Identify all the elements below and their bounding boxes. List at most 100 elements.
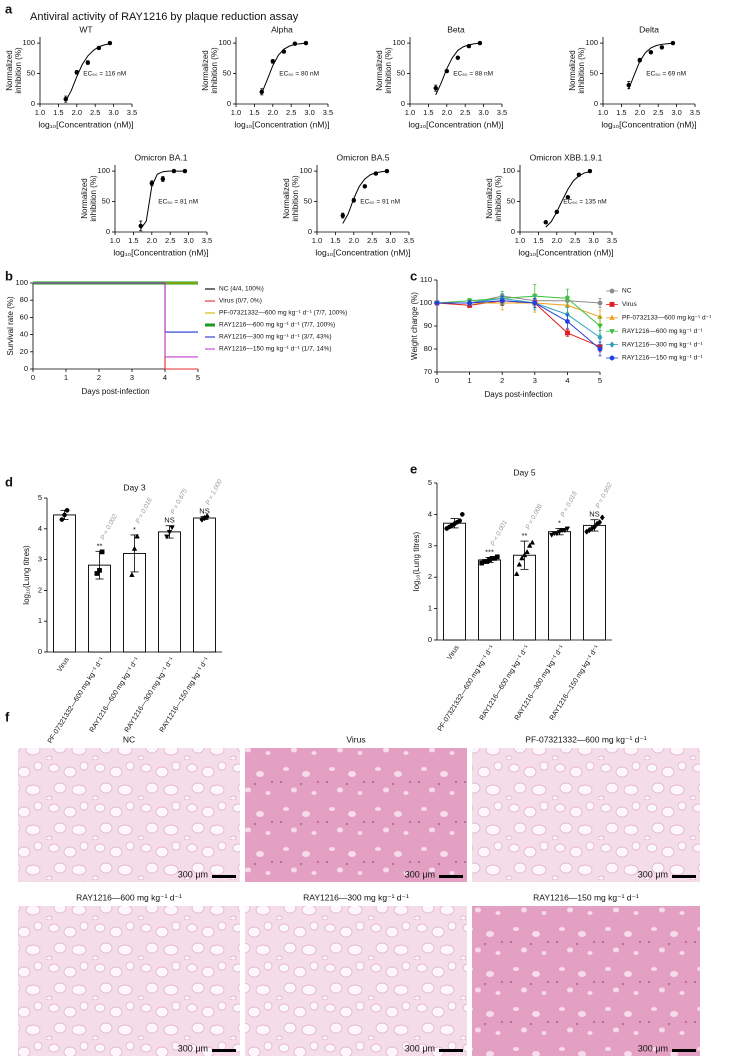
- data-point: [532, 300, 538, 306]
- data-point: [444, 68, 450, 74]
- data-point: [513, 571, 520, 576]
- significance-label: NS: [199, 506, 209, 515]
- data-point: [164, 534, 170, 540]
- panel-label: d: [5, 474, 13, 489]
- x-tick-label: 1.0: [35, 108, 45, 117]
- p-value-label: P = 0.002: [100, 513, 119, 541]
- scale-bar-label: 300 μm: [178, 1043, 208, 1053]
- histology-image: [472, 748, 700, 882]
- data-point: [519, 555, 525, 561]
- x-tick-label: 1.5: [53, 108, 63, 117]
- x-tick-label: 3.5: [404, 236, 414, 245]
- y-tick-label: 50: [590, 69, 598, 78]
- legend-label: NC: [622, 288, 632, 295]
- x-tick-label: 1.5: [616, 108, 626, 117]
- data-point: [292, 41, 298, 46]
- fit-curve: [140, 170, 185, 230]
- bar: [193, 517, 216, 653]
- x-tick-label: 2.5: [286, 108, 296, 117]
- chart-title: Alpha: [271, 24, 293, 34]
- y-tick-label: 5: [428, 478, 432, 487]
- data-point: [459, 512, 465, 517]
- annotation: EC₅₀ = 88 nM: [453, 71, 493, 78]
- y-tick-label: 2: [428, 572, 432, 581]
- y-tick-label: 5: [38, 493, 42, 502]
- p-value-label: P = 1.000: [205, 478, 224, 506]
- data-point: [597, 334, 603, 341]
- legend-label: RAY1216—300 mg kg⁻¹ d⁻¹: [622, 341, 704, 348]
- annotation: EC₅₀ = 116 nM: [83, 71, 126, 78]
- fit-curve: [435, 42, 480, 96]
- data-point: [499, 298, 505, 304]
- histology-image: [18, 906, 240, 1056]
- data-point: [85, 60, 91, 65]
- y-axis-label-line: Normalized: [568, 50, 577, 90]
- data-point: [149, 181, 155, 186]
- data-point: [576, 172, 582, 177]
- data-point: [373, 171, 379, 176]
- y-tick-label: 100: [419, 298, 432, 307]
- chart-title: Omicron BA.1: [135, 152, 188, 162]
- p-value-label: P = 0.008: [525, 503, 544, 531]
- scale-bar: [439, 1049, 463, 1052]
- x-tick-label: 1.5: [533, 236, 543, 245]
- fit-curve: [628, 42, 673, 89]
- y-tick-label: 50: [27, 69, 35, 78]
- significance-label: **: [522, 531, 528, 540]
- significance-label: *: [133, 525, 136, 534]
- x-tick-label: 2.0: [552, 236, 562, 245]
- x-axis-label: log₁₀[Concentration (nM)]: [234, 119, 329, 129]
- legend-marker: [609, 329, 615, 335]
- annotation: EC₅₀ = 135 nM: [563, 199, 606, 206]
- y-axis-label-line: Normalized: [375, 50, 384, 90]
- panel-label: a: [5, 1, 13, 16]
- scale-bar-label: 300 μm: [178, 869, 208, 879]
- fit-curve: [342, 170, 387, 224]
- data-point: [543, 220, 549, 225]
- y-tick-label: 40: [20, 330, 28, 339]
- y-axis-label-line: inhibition (%): [89, 175, 98, 222]
- y-tick-label: 100: [299, 166, 312, 175]
- y-axis-label-line: Normalized: [282, 178, 291, 218]
- data-point: [129, 571, 135, 577]
- x-tick-label: 2: [500, 376, 504, 385]
- data-point: [171, 168, 177, 174]
- legend-label: PF-07321332—600 mg kg⁻¹ d⁻¹ (7/7, 100%): [219, 310, 347, 317]
- x-tick-label: 5: [598, 376, 602, 385]
- y-tick-label: 100: [22, 38, 35, 47]
- data-point: [554, 209, 560, 215]
- weight-line: [436, 300, 601, 348]
- data-point: [455, 55, 461, 60]
- p-value-label: P = 0.992: [595, 481, 614, 509]
- y-tick-label: 0: [38, 647, 42, 656]
- x-tick-label: 2.5: [570, 236, 580, 245]
- image-label: NC: [123, 734, 135, 744]
- data-point: [160, 176, 166, 182]
- x-tick-label: Virus: [446, 644, 461, 662]
- significance-label: ***: [485, 547, 494, 556]
- data-point: [204, 513, 210, 520]
- y-tick-label: 0: [227, 99, 231, 108]
- y-tick-label: 100: [15, 278, 28, 287]
- x-tick-label: 2.0: [268, 108, 278, 117]
- data-point: [340, 213, 346, 218]
- panel-label: c: [410, 268, 417, 283]
- y-tick-label: 100: [392, 38, 405, 47]
- x-tick-label: 4: [565, 376, 569, 385]
- chart-title: Omicron BA.5: [337, 152, 390, 162]
- x-tick-label: 3.5: [607, 236, 617, 245]
- data-point: [626, 82, 632, 88]
- fit-curve: [545, 171, 591, 228]
- data-point: [597, 323, 603, 330]
- scale-bar-label: 300 μm: [638, 869, 668, 879]
- legend-label: Virus (0/7, 0%): [219, 298, 262, 305]
- y-axis-label-line: Normalized: [485, 178, 494, 218]
- data-point: [529, 539, 536, 545]
- data-point: [670, 40, 676, 46]
- y-tick-label: 3: [428, 541, 432, 550]
- chart-title: Delta: [639, 24, 659, 34]
- histology-image: [245, 748, 467, 882]
- data-point: [659, 45, 665, 50]
- x-tick-label: 3.0: [385, 236, 395, 245]
- survival-line: [33, 282, 198, 370]
